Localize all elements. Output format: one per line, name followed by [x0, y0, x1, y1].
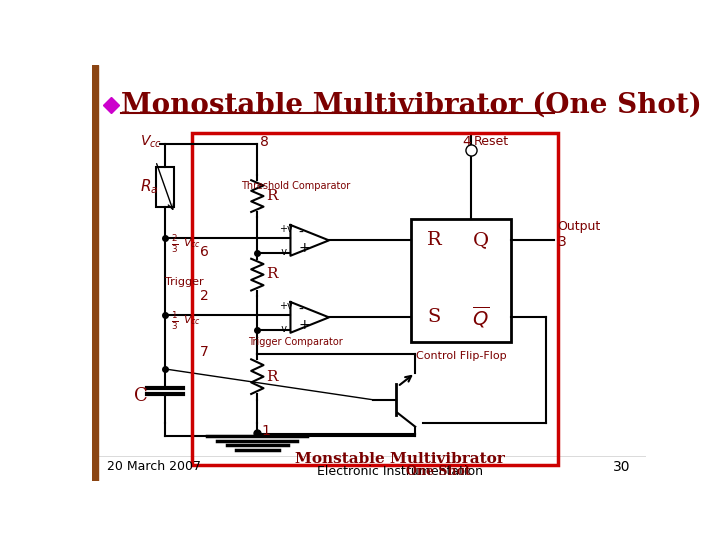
- Text: +: +: [298, 318, 310, 332]
- Text: $V_{cc}$: $V_{cc}$: [183, 236, 201, 249]
- Text: -: -: [298, 226, 303, 240]
- Bar: [192, 132, 558, 465]
- Text: +v: +v: [279, 301, 292, 311]
- Text: Trigger: Trigger: [165, 277, 204, 287]
- Text: R: R: [427, 231, 442, 249]
- Text: One Shot: One Shot: [406, 465, 471, 478]
- Text: Monostable Multivibrator (One Shot): Monostable Multivibrator (One Shot): [121, 91, 702, 118]
- Text: R: R: [266, 267, 277, 281]
- Text: $\frac{2}{3}$: $\frac{2}{3}$: [171, 233, 179, 254]
- Text: Electronic Instrumentation: Electronic Instrumentation: [317, 465, 483, 478]
- Text: 1: 1: [261, 424, 270, 438]
- Text: $V_{cc}$: $V_{cc}$: [183, 313, 201, 327]
- Text: Monstable Multivibrator: Monstable Multivibrator: [295, 452, 505, 466]
- Bar: [411, 219, 511, 342]
- Text: 20 March 2007: 20 March 2007: [107, 460, 201, 473]
- Text: -v: -v: [279, 324, 288, 334]
- Bar: [92, 65, 98, 481]
- Text: C: C: [134, 387, 148, 405]
- Text: $V_{cc}$: $V_{cc}$: [140, 133, 161, 150]
- Text: $\overline{Q}$: $\overline{Q}$: [472, 305, 490, 330]
- Text: S: S: [428, 308, 441, 326]
- Text: Q: Q: [472, 231, 489, 249]
- Text: 7: 7: [199, 345, 208, 359]
- Text: +v: +v: [279, 224, 292, 234]
- Text: -v: -v: [279, 247, 288, 257]
- Text: $\frac{1}{3}$: $\frac{1}{3}$: [171, 309, 179, 332]
- Text: Output: Output: [558, 220, 601, 233]
- Text: Reset: Reset: [474, 136, 509, 148]
- Text: 4: 4: [462, 135, 471, 149]
- Text: Trigger Comparator: Trigger Comparator: [248, 337, 343, 347]
- Text: 6: 6: [199, 245, 209, 259]
- Text: +: +: [298, 241, 310, 255]
- Text: 3: 3: [558, 235, 567, 249]
- Text: 8: 8: [260, 135, 269, 149]
- Text: R: R: [266, 370, 277, 383]
- Bar: [156, 167, 174, 207]
- Text: Threshold Comparator: Threshold Comparator: [241, 181, 351, 191]
- Text: $R_a$: $R_a$: [140, 177, 158, 196]
- Text: 30: 30: [613, 460, 631, 474]
- Text: 2: 2: [199, 289, 208, 303]
- Text: -: -: [298, 302, 303, 316]
- Text: R: R: [266, 188, 277, 202]
- Text: Control Flip-Flop: Control Flip-Flop: [416, 351, 507, 361]
